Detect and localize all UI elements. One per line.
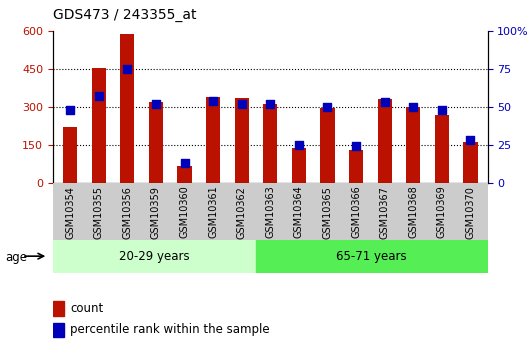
Point [266,101,275,107]
Text: GSM10355: GSM10355 [94,186,104,239]
Point [94,93,103,99]
Bar [463,142,478,183]
Point [123,66,131,72]
Text: GSM10368: GSM10368 [408,186,418,238]
Point [466,138,475,143]
Bar [435,115,449,183]
Point [381,100,389,105]
Bar [149,102,163,183]
Text: age: age [5,250,28,264]
Text: GSM10361: GSM10361 [208,186,218,238]
Bar [263,105,277,183]
Text: 20-29 years: 20-29 years [119,250,190,263]
Bar [53,183,488,240]
Point [438,107,446,113]
Text: GSM10370: GSM10370 [465,186,475,239]
Bar [53,301,64,316]
Text: percentile rank within the sample: percentile rank within the sample [70,323,270,336]
Text: GSM10362: GSM10362 [237,186,246,239]
Text: count: count [70,302,104,315]
Bar [206,97,220,183]
Text: GSM10359: GSM10359 [151,186,161,239]
Point [209,98,217,104]
Point [352,144,360,149]
Bar [377,99,392,183]
Bar [53,323,64,337]
Point [152,101,160,107]
Text: GSM10363: GSM10363 [266,186,275,238]
Text: 65-71 years: 65-71 years [337,250,407,263]
Bar [349,150,363,183]
Text: GDS473 / 243355_at: GDS473 / 243355_at [53,8,197,22]
Text: GSM10360: GSM10360 [180,186,190,238]
Text: GSM10367: GSM10367 [379,186,390,239]
Point [180,160,189,166]
Point [323,104,332,110]
Bar [406,107,420,183]
Bar [235,98,249,183]
Bar [63,127,77,183]
Text: GSM10364: GSM10364 [294,186,304,238]
Text: GSM10366: GSM10366 [351,186,361,238]
Text: GSM10354: GSM10354 [65,186,75,239]
Point [237,101,246,107]
Bar [120,33,135,183]
Bar [320,108,334,183]
Point [295,142,303,148]
Text: GSM10365: GSM10365 [322,186,332,239]
Bar [256,240,488,273]
Bar [53,240,256,273]
Text: GSM10369: GSM10369 [437,186,447,238]
Bar [292,148,306,183]
Bar [178,166,192,183]
Point [409,104,418,110]
Bar [92,68,106,183]
Text: GSM10356: GSM10356 [122,186,132,239]
Point [66,107,74,113]
